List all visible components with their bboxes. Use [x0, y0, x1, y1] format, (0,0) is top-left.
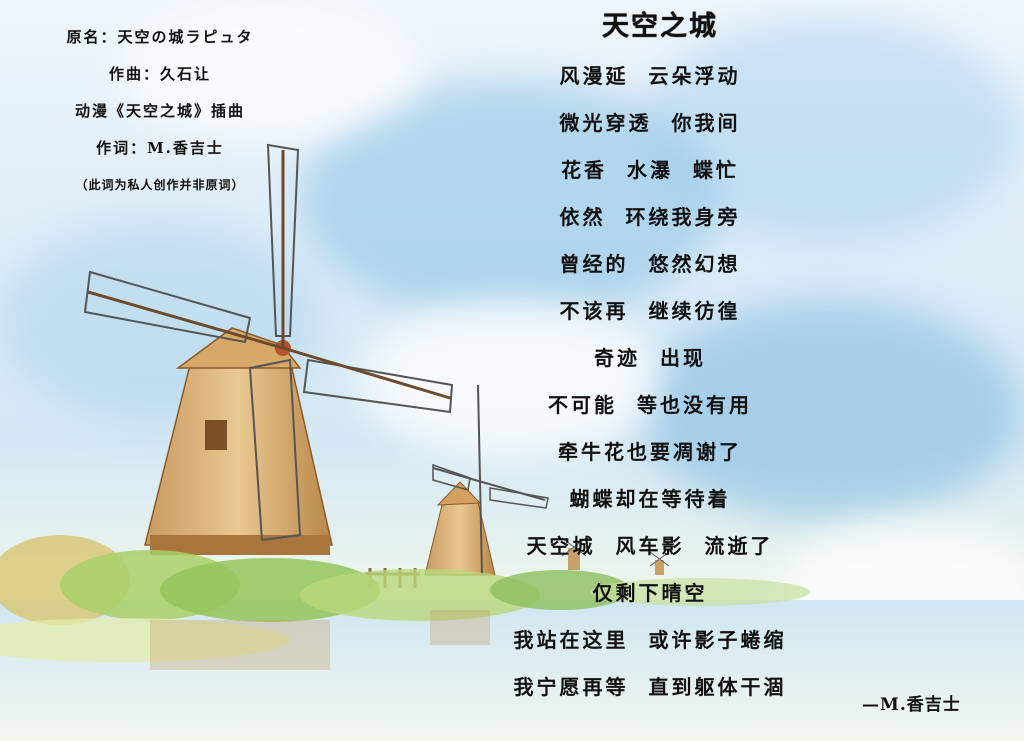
- song-credits: 原名：天空の城ラピュタ 作曲：久石让 动漫《天空之城》插曲 作词：M.香吉士 （…: [20, 22, 300, 207]
- lyrics: 风漫延 云朵浮动 微光穿透 你我间 花香 水瀑 蝶忙 依然 环绕我身旁 曾经的 …: [460, 56, 840, 714]
- lyric-line: 曾经的 悠然幻想: [559, 252, 741, 276]
- sky-wash: [640, 300, 1020, 520]
- credit-note: （此词为私人创作并非原词）: [75, 178, 245, 192]
- lyric-line: 不该再 继续彷徨: [559, 299, 741, 323]
- lyric-line: 微光穿透 你我间: [559, 111, 741, 135]
- cloud: [360, 300, 660, 460]
- lyric-line: 依然 环绕我身旁: [559, 205, 741, 229]
- composer-credit: 作曲：久石让: [108, 65, 211, 83]
- lyric-line: 我站在这里 或许影子蜷缩: [513, 628, 787, 652]
- lyric-line: 风漫延 云朵浮动: [559, 64, 741, 88]
- grass-bank: [0, 535, 810, 662]
- lyric-line: 牵牛花也要凋谢了: [558, 440, 742, 464]
- lyric-line: 奇迹 出现: [594, 346, 706, 370]
- sky-wash: [640, 20, 1020, 240]
- lyric-line: 仅剩下晴空: [592, 581, 708, 605]
- lyric-line: 天空城 风车影 流逝了: [526, 534, 774, 558]
- large-windmill: [83, 143, 454, 555]
- lyricist-credit: 作词：M.香吉士: [96, 139, 224, 157]
- water-reflection: [150, 610, 490, 670]
- cloud: [120, 0, 420, 140]
- lyric-line: 蝴蝶却在等待着: [569, 487, 731, 511]
- lyric-line: 我宁愿再等 直到躯体干涸: [513, 675, 787, 699]
- lyric-line: 花香 水瀑 蝶忙: [561, 158, 739, 182]
- poem-title: 天空之城: [602, 11, 718, 42]
- original-name: 原名：天空の城ラピュタ: [66, 28, 254, 46]
- small-windmill: [424, 384, 549, 576]
- source-credit: 动漫《天空之城》插曲: [74, 102, 245, 120]
- distant-windmills: [561, 537, 670, 575]
- lyric-line: 不可能 等也没有用: [548, 393, 752, 417]
- author-signature: —M.香吉士: [862, 695, 961, 715]
